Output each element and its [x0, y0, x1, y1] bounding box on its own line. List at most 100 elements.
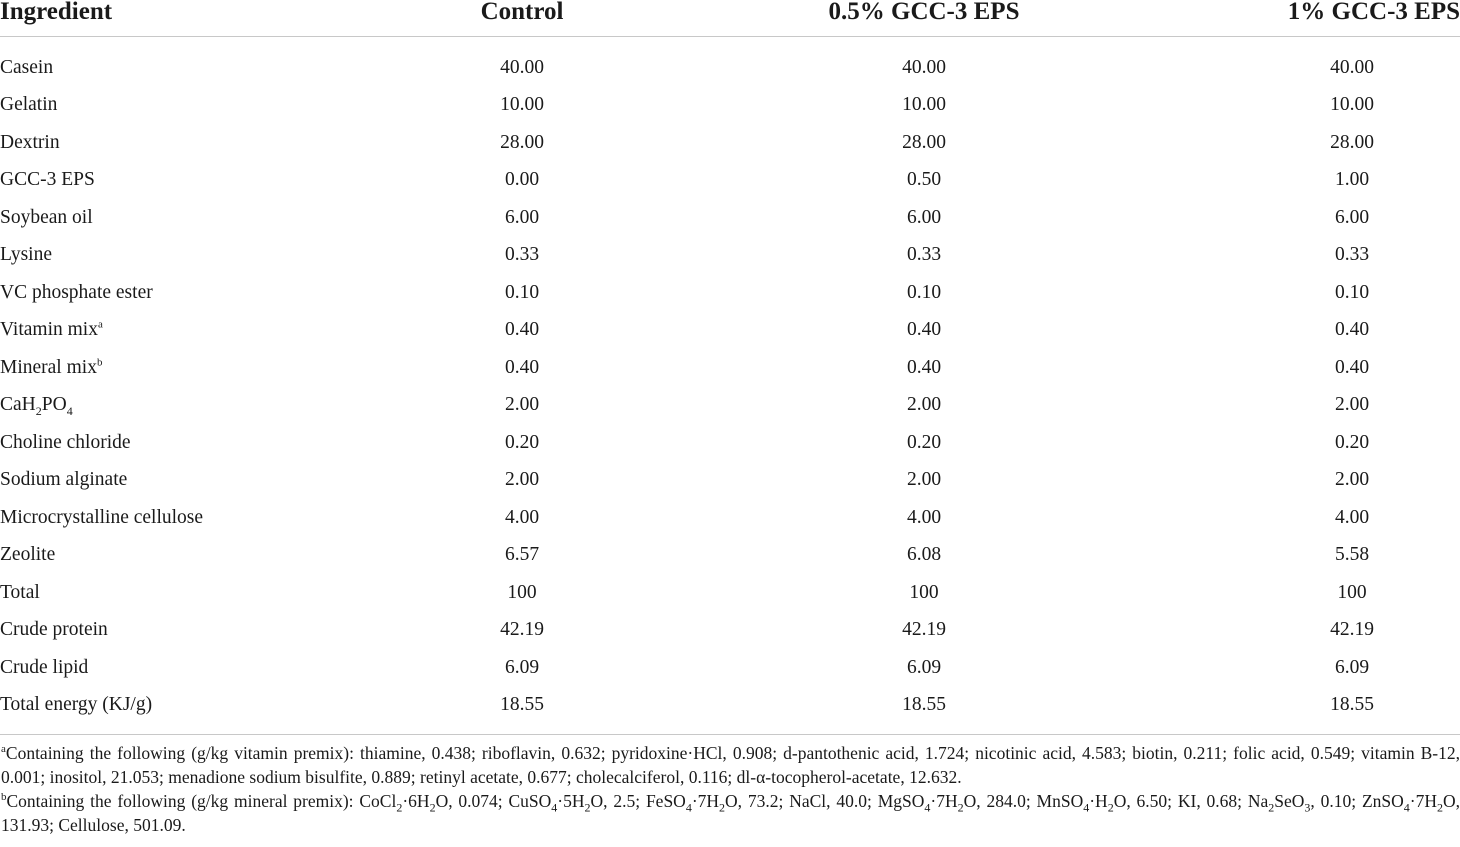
eps-1-value: 4.00 — [1334, 506, 1370, 528]
table-row: Soybean oil 6.00 6.00 6.00 — [0, 199, 1460, 237]
eps-0-5-value: 6.00 — [906, 206, 942, 228]
eps-0-5-value: 0.40 — [906, 356, 942, 378]
eps-0-5-value: 42.19 — [902, 619, 946, 641]
table-row: Vitamin mixa 0.40 0.40 0.40 — [0, 312, 1460, 350]
eps-0-5-value: 0.50 — [906, 169, 942, 191]
eps-0-5-value: 10.00 — [902, 94, 946, 116]
eps-1-value: 42.19 — [1330, 619, 1374, 641]
ingredient-name: Total energy (KJ/g) — [0, 694, 153, 716]
control-value: 0.00 — [504, 169, 540, 191]
eps-1-value: 6.09 — [1334, 656, 1370, 678]
header-row: Ingredient Control 0.5% GCC-3 EPS 1% GCC… — [0, 0, 1460, 37]
header-control: Control — [440, 0, 604, 37]
eps-0-5-value: 0.33 — [906, 244, 942, 266]
control-value: 10.00 — [500, 94, 544, 116]
ingredient-name: Microcrystalline cellulose — [0, 506, 204, 528]
table-row: Crude lipid 6.09 6.09 6.09 — [0, 649, 1460, 687]
eps-1-value: 28.00 — [1330, 131, 1374, 153]
ingredient-name: Casein — [0, 56, 54, 78]
control-value: 2.00 — [504, 394, 540, 416]
control-value: 0.33 — [504, 244, 540, 266]
ingredient-name: Crude protein — [0, 619, 108, 641]
table-row: Lysine 0.33 0.33 0.33 — [0, 237, 1460, 275]
ingredient-name: VC phosphate ester — [0, 281, 153, 303]
ingredient-name: Choline chloride — [0, 431, 131, 453]
footnote-marker: a — [97, 318, 103, 331]
eps-1-value: 0.10 — [1334, 281, 1370, 303]
table-row: Casein 40.00 40.00 40.00 — [0, 37, 1460, 87]
control-value: 100 — [507, 581, 537, 603]
eps-0-5-value: 2.00 — [906, 469, 942, 491]
ingredient-name: Soybean oil — [0, 206, 93, 228]
eps-0-5-value: 18.55 — [902, 694, 946, 716]
ingredient-name: Crude lipid — [0, 656, 89, 678]
control-value: 28.00 — [500, 131, 544, 153]
table-header: Ingredient Control 0.5% GCC-3 EPS 1% GCC… — [0, 0, 1460, 37]
eps-1-value: 0.20 — [1334, 431, 1370, 453]
footnote-a-text: Containing the following (g/kg vitamin p… — [1, 743, 1460, 787]
ingredient-name: Lysine — [0, 244, 52, 266]
ingredient-name: Vitamin mixa — [0, 318, 103, 341]
ingredient-name: GCC-3 EPS — [0, 169, 95, 191]
ingredient-name: Total — [0, 581, 40, 603]
eps-0-5-value: 6.09 — [906, 656, 942, 678]
table-row: Zeolite 6.57 6.08 5.58 — [0, 537, 1460, 575]
eps-1-value: 18.55 — [1330, 694, 1374, 716]
footnote-b: bContaining the following (g/kg mineral … — [1, 791, 1460, 835]
table-footnotes: aContaining the following (g/kg vitamin … — [0, 734, 1460, 837]
table-row: Choline chloride 0.20 0.20 0.20 — [0, 424, 1460, 462]
table-row: VC phosphate ester 0.10 0.10 0.10 — [0, 274, 1460, 312]
table-row: Sodium alginate 2.00 2.00 2.00 — [0, 462, 1460, 500]
eps-1-value: 0.40 — [1334, 356, 1370, 378]
control-value: 2.00 — [504, 469, 540, 491]
eps-1-value: 2.00 — [1334, 394, 1370, 416]
control-value: 40.00 — [500, 56, 544, 78]
eps-0-5-value: 28.00 — [902, 131, 946, 153]
table-row: Microcrystalline cellulose 4.00 4.00 4.00 — [0, 499, 1460, 537]
ingredient-name: Gelatin — [0, 94, 58, 116]
eps-1-value: 0.40 — [1334, 319, 1370, 341]
control-value: 0.40 — [504, 319, 540, 341]
eps-0-5-value: 0.40 — [906, 319, 942, 341]
ingredient-name: CaH2PO4 — [0, 394, 73, 419]
table-row: Total 100 100 100 — [0, 574, 1460, 612]
table-row: GCC-3 EPS 0.00 0.50 1.00 — [0, 162, 1460, 200]
control-value: 0.10 — [504, 281, 540, 303]
header-eps-0-5: 0.5% GCC-3 EPS — [604, 0, 1244, 37]
eps-0-5-value: 40.00 — [902, 56, 946, 78]
eps-1-value: 0.33 — [1334, 244, 1370, 266]
table-row: Crude protein 42.19 42.19 42.19 — [0, 612, 1460, 650]
eps-1-value: 100 — [1337, 581, 1367, 603]
ingredient-name: Zeolite — [0, 544, 56, 566]
table-body: Casein 40.00 40.00 40.00 Gelatin 10.00 10.00 10… — [0, 37, 1460, 735]
eps-0-5-value: 6.08 — [906, 544, 942, 566]
eps-0-5-value: 0.20 — [906, 431, 942, 453]
eps-1-value: 1.00 — [1334, 169, 1370, 191]
diet-composition-table: Ingredient Control 0.5% GCC-3 EPS 1% GCC… — [0, 0, 1460, 735]
table-row: Dextrin 28.00 28.00 28.00 — [0, 124, 1460, 162]
eps-0-5-value: 100 — [909, 581, 939, 603]
table-row: Mineral mixb 0.40 0.40 0.40 — [0, 349, 1460, 387]
footnote-b-marker: b — [1, 791, 7, 804]
eps-1-value: 5.58 — [1334, 544, 1370, 566]
control-value: 0.20 — [504, 431, 540, 453]
eps-0-5-value: 0.10 — [906, 281, 942, 303]
eps-1-value: 10.00 — [1330, 94, 1374, 116]
footnote-a-marker: a — [1, 743, 6, 756]
control-value: 6.09 — [504, 656, 540, 678]
table-row: Gelatin 10.00 10.00 10.00 — [0, 87, 1460, 125]
eps-1-value: 2.00 — [1334, 469, 1370, 491]
header-ingredient: Ingredient — [0, 0, 440, 37]
control-value: 6.57 — [504, 544, 540, 566]
control-value: 4.00 — [504, 506, 540, 528]
table-row: Total energy (KJ/g) 18.55 18.55 18.55 — [0, 687, 1460, 735]
ingredient-name: Dextrin — [0, 131, 60, 153]
control-value: 6.00 — [504, 206, 540, 228]
eps-0-5-value: 2.00 — [906, 394, 942, 416]
control-value: 0.40 — [504, 356, 540, 378]
ingredient-name: Sodium alginate — [0, 469, 128, 491]
eps-0-5-value: 4.00 — [906, 506, 942, 528]
table-row: CaH2PO4 2.00 2.00 2.00 — [0, 387, 1460, 425]
ingredient-name: Mineral mixb — [0, 356, 103, 378]
